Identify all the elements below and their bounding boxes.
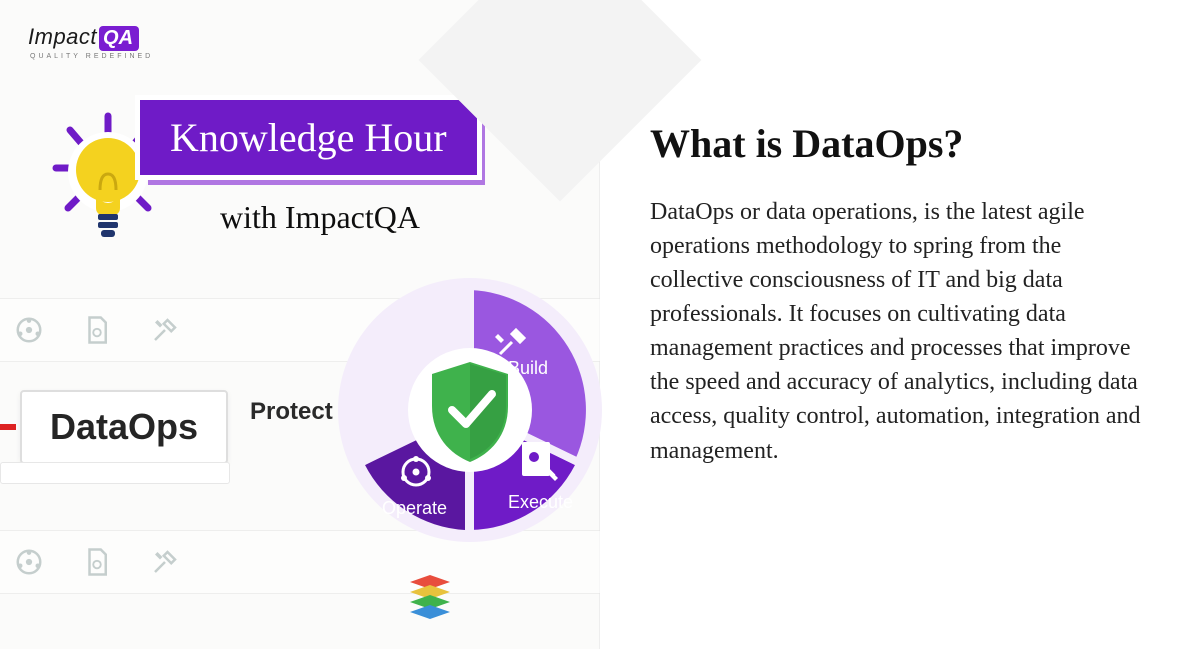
dataops-diagram: DataOps Protect: [0, 280, 600, 650]
operate-faded-icon: [14, 547, 44, 577]
right-panel: What is DataOps? DataOps or data operati…: [600, 0, 1200, 649]
article-heading: What is DataOps?: [650, 120, 1150, 167]
logo-text-qa: QA: [99, 26, 139, 51]
banner-title: Knowledge Hour: [140, 100, 477, 175]
banner-subtitle: with ImpactQA: [220, 199, 580, 236]
protect-label: Protect: [250, 398, 333, 426]
stack-layers-icon: [410, 575, 450, 624]
article-body: DataOps or data operations, is the lates…: [650, 195, 1150, 468]
tools-faded-icon: [150, 315, 180, 345]
brand-logo: Impact QA QUALITY REDEFINED: [28, 24, 153, 60]
file-gear-faded-icon: [82, 315, 112, 345]
tools-faded-icon: [150, 547, 180, 577]
segment-operate-label: Operate: [382, 498, 447, 518]
segment-build-label: Build: [508, 358, 548, 378]
logo-text-impact: Impact: [28, 24, 97, 50]
accent-bar: [0, 424, 16, 430]
dataops-label: DataOps: [20, 390, 228, 464]
file-gear-faded-icon: [82, 547, 112, 577]
operate-faded-icon: [14, 315, 44, 345]
dataops-donut: Build Execute: [330, 270, 610, 550]
logo-tagline: QUALITY REDEFINED: [30, 53, 153, 60]
label-underbar: [0, 462, 230, 484]
segment-execute-label: Execute: [508, 492, 573, 512]
